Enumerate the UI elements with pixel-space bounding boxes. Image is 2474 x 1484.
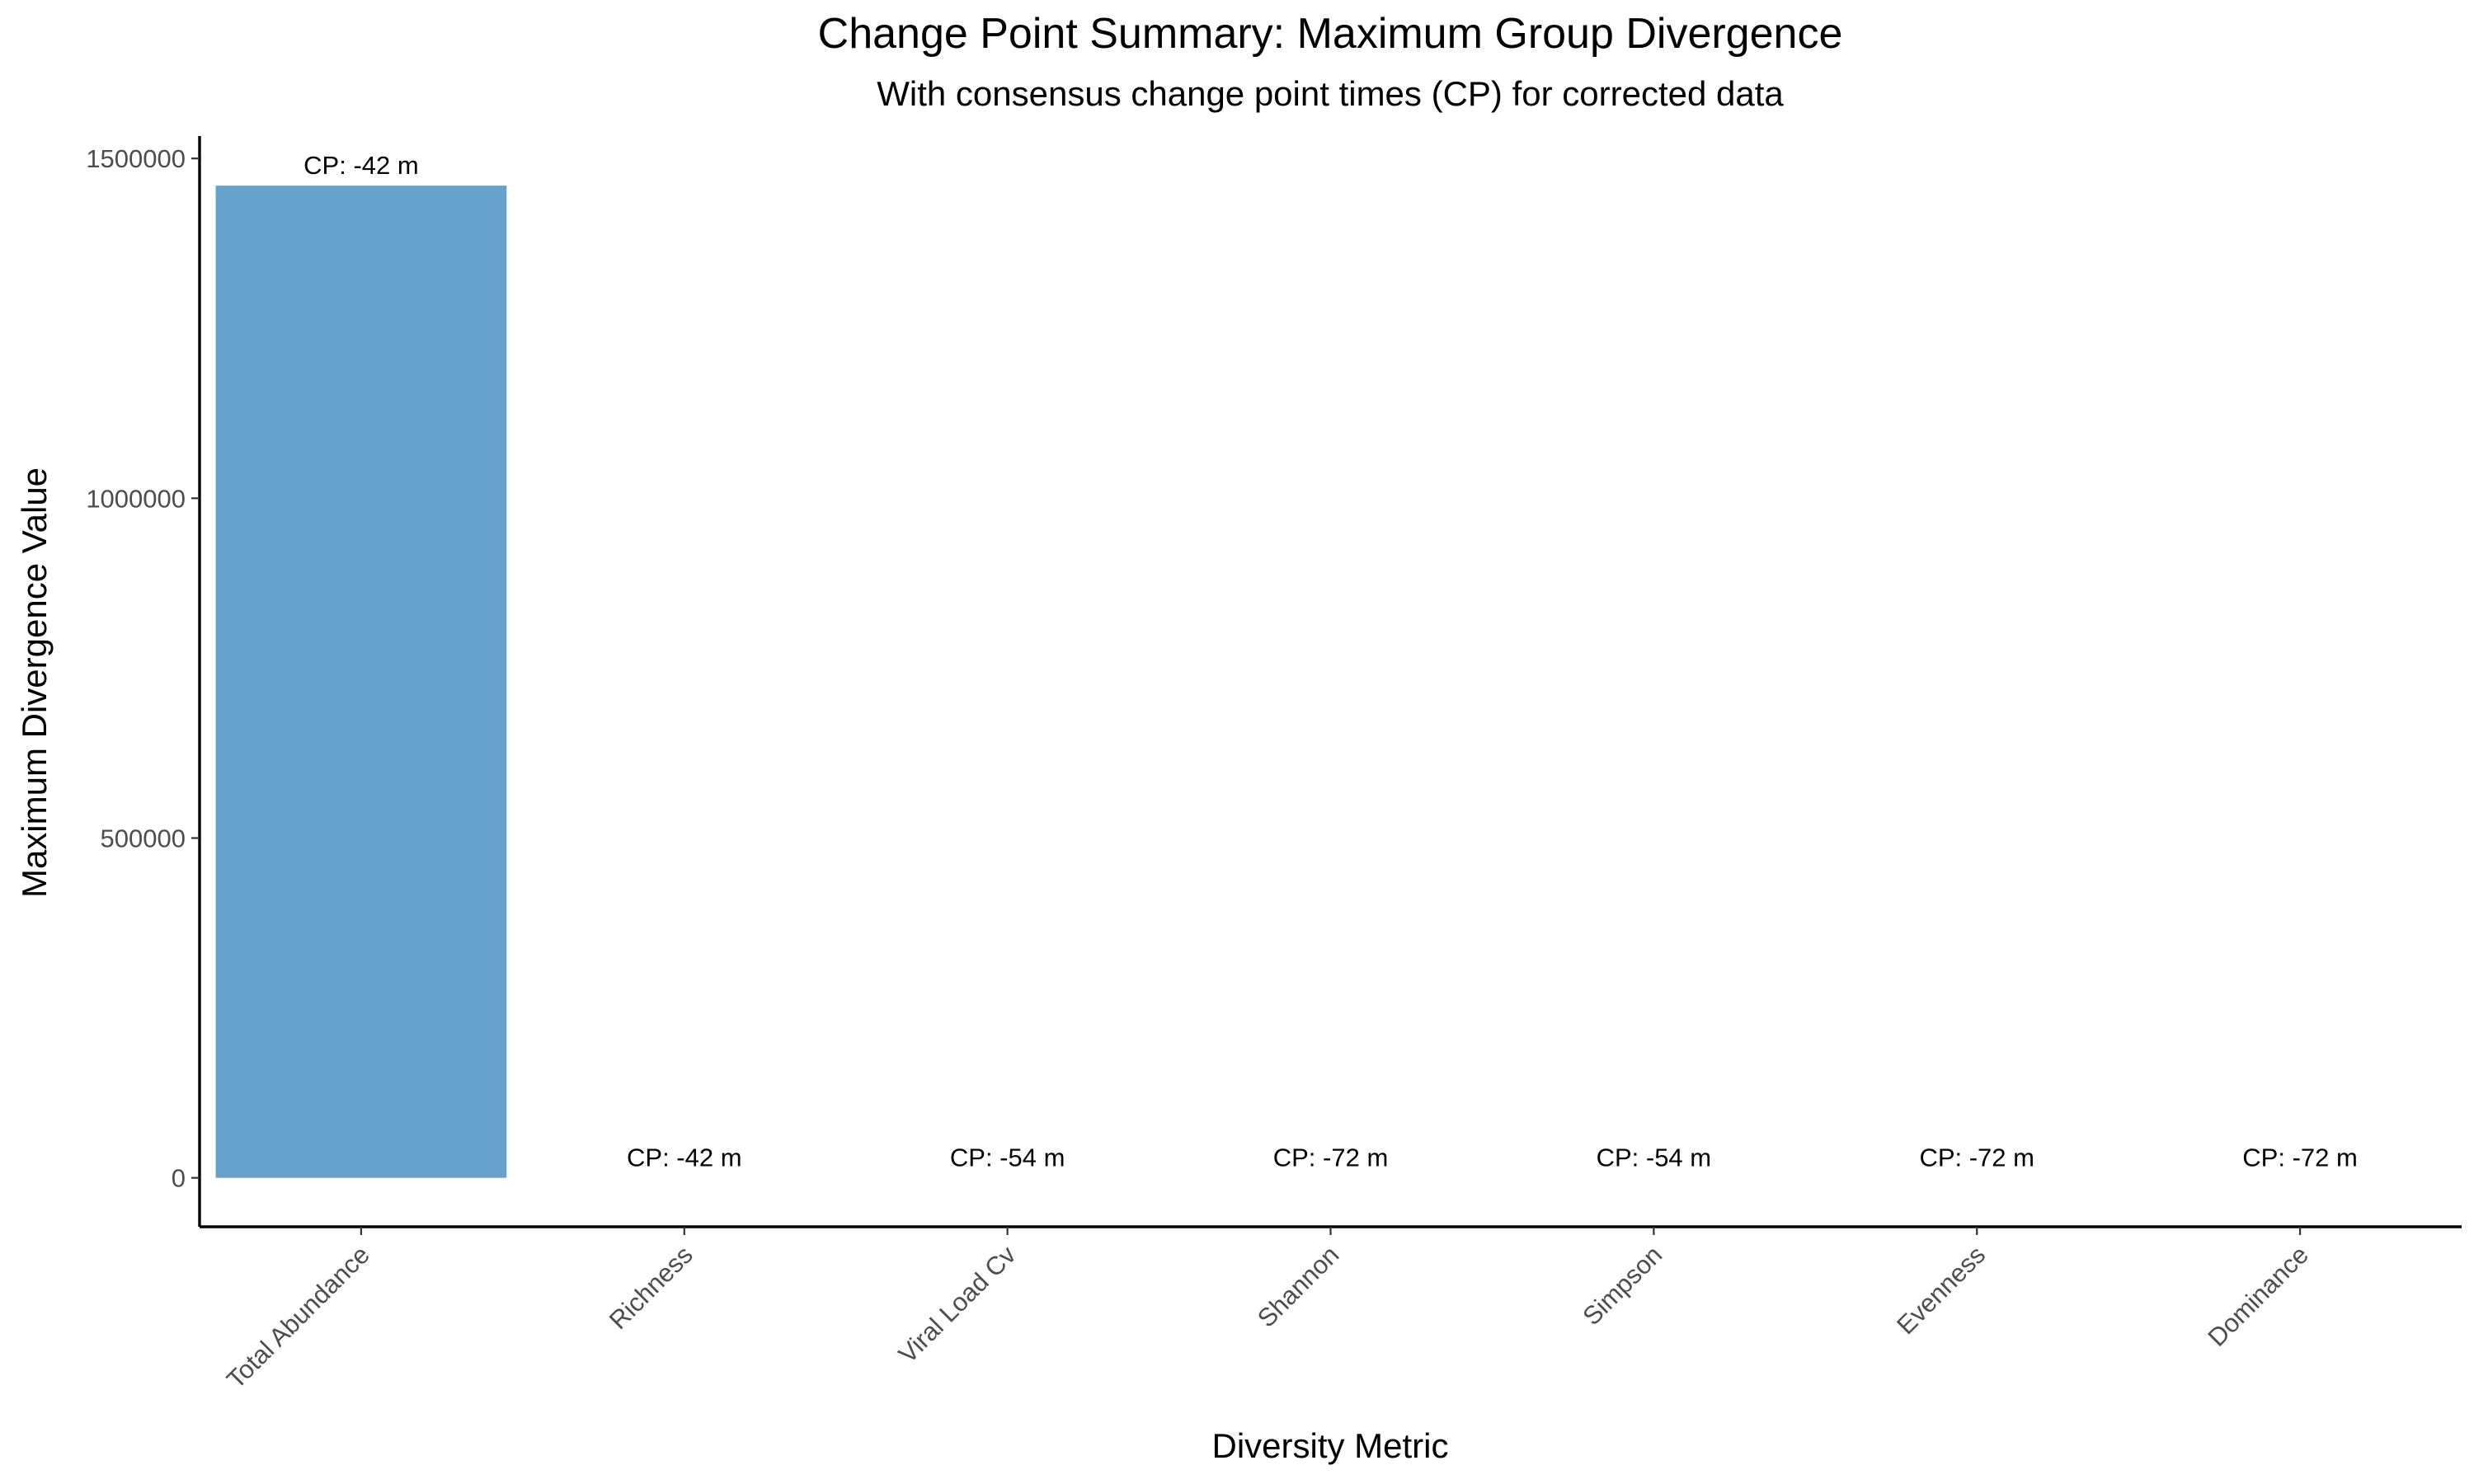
x-tick-label: Evenness — [1891, 1240, 1991, 1340]
chart-title: Change Point Summary: Maximum Group Dive… — [818, 10, 1843, 58]
y-tick-label: 1000000 — [86, 484, 186, 513]
plot-area: CP: -42 m CP: -42 m CP: -54 m CP: -72 m CP: … — [86, 136, 2462, 1394]
y-tick-label: 1500000 — [86, 144, 186, 173]
chart-subtitle: With consensus change point times (CP) f… — [877, 74, 1784, 113]
bar-label: CP: -54 m — [1597, 1144, 1712, 1172]
y-tick-label: 0 — [172, 1164, 186, 1193]
x-tick-label: Shannon — [1252, 1240, 1345, 1333]
bar-label: CP: -42 m — [627, 1144, 742, 1172]
y-tick-label: 500000 — [101, 824, 186, 853]
y-axis-title: Maximum Divergence Value — [15, 467, 54, 898]
x-tick-label: Richness — [604, 1240, 698, 1335]
bar-label: CP: -42 m — [303, 151, 419, 180]
bar — [215, 186, 507, 1178]
x-axis-title: Diversity Metric — [1211, 1426, 1448, 1465]
bar-label: CP: -54 m — [950, 1144, 1065, 1172]
x-tick-label: Viral Load Cv — [893, 1240, 1022, 1369]
bar-label: CP: -72 m — [1919, 1144, 2034, 1172]
x-tick-label: Simpson — [1577, 1240, 1667, 1331]
x-tick-label: Total Abundance — [221, 1240, 375, 1394]
bar-label: CP: -72 m — [2242, 1144, 2358, 1172]
bar-label: CP: -72 m — [1273, 1144, 1389, 1172]
x-tick-label: Dominance — [2202, 1240, 2314, 1352]
